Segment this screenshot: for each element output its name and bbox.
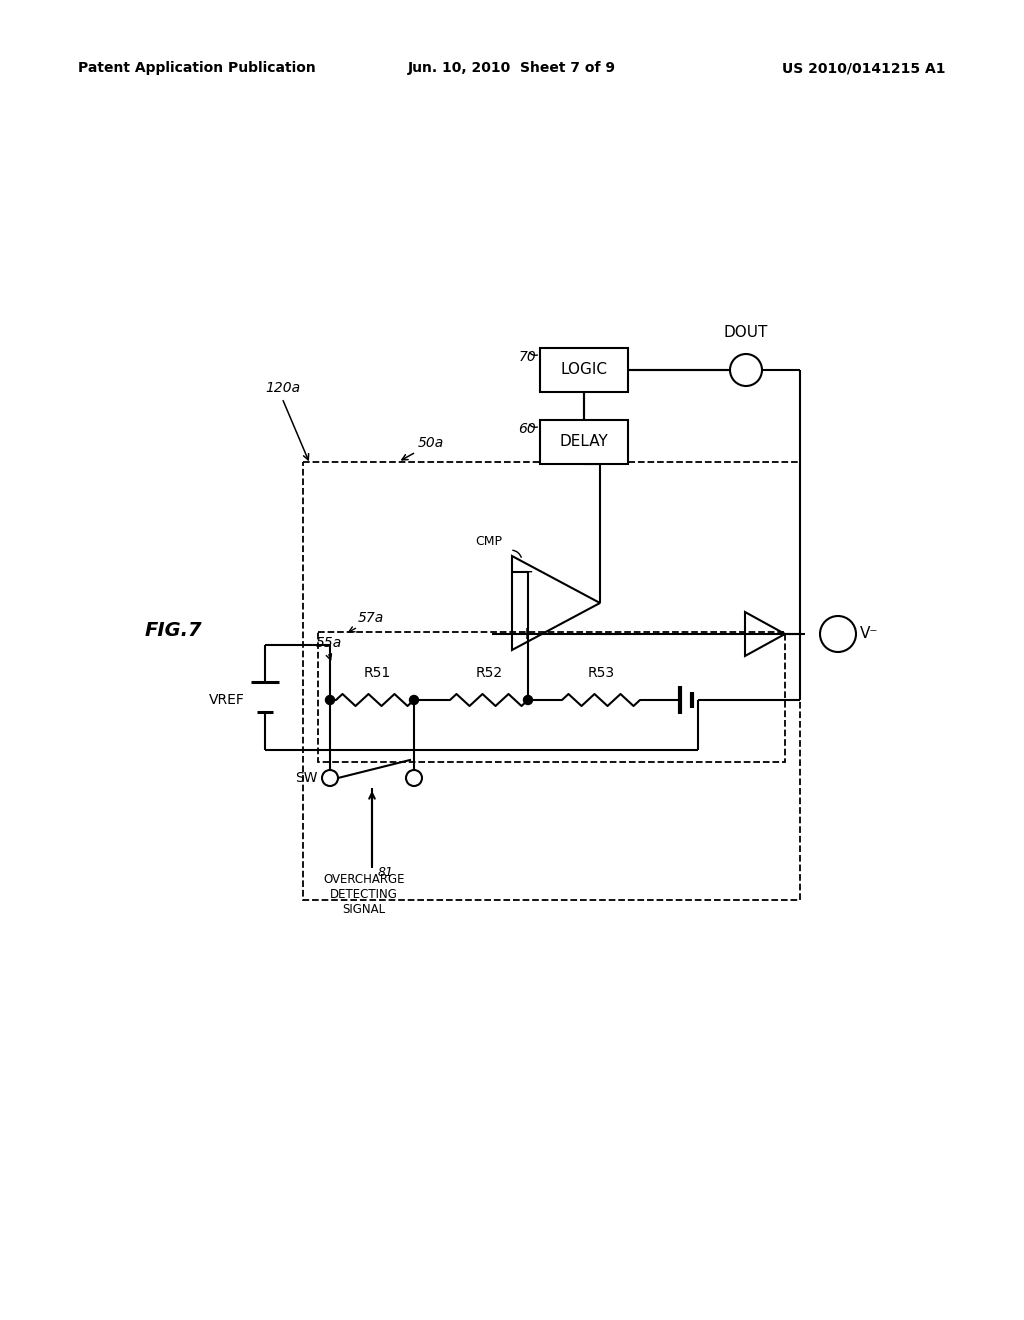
Text: 120a: 120a [265, 381, 300, 395]
Text: V⁻: V⁻ [860, 627, 879, 642]
Text: −: − [519, 564, 532, 581]
Text: R52: R52 [475, 667, 503, 680]
Text: R51: R51 [364, 667, 390, 680]
Text: LOGIC: LOGIC [560, 363, 607, 378]
Circle shape [820, 616, 856, 652]
Bar [540, 420, 628, 465]
Circle shape [410, 696, 419, 705]
Circle shape [326, 696, 335, 705]
Text: Patent Application Publication: Patent Application Publication [78, 61, 315, 75]
Circle shape [322, 770, 338, 785]
Circle shape [523, 696, 532, 705]
Text: FIG.7: FIG.7 [145, 620, 203, 639]
Text: +: + [519, 624, 532, 643]
Text: OVERCHARGE
DETECTING
SIGNAL: OVERCHARGE DETECTING SIGNAL [324, 873, 404, 916]
Text: 81: 81 [378, 866, 394, 879]
Text: SW: SW [296, 771, 318, 785]
Text: DELAY: DELAY [560, 434, 608, 450]
Bar [540, 348, 628, 392]
Text: US 2010/0141215 A1: US 2010/0141215 A1 [782, 61, 946, 75]
Text: CMP: CMP [475, 535, 502, 548]
Text: Jun. 10, 2010  Sheet 7 of 9: Jun. 10, 2010 Sheet 7 of 9 [408, 61, 616, 75]
Text: 55a: 55a [316, 636, 342, 649]
Text: 60: 60 [518, 422, 536, 436]
Text: 70: 70 [518, 350, 536, 364]
Text: DOUT: DOUT [724, 325, 768, 341]
Circle shape [730, 354, 762, 385]
Text: R53: R53 [588, 667, 614, 680]
Text: VREF: VREF [209, 693, 245, 708]
Text: 57a: 57a [358, 611, 384, 624]
Text: 50a: 50a [418, 436, 444, 450]
Circle shape [406, 770, 422, 785]
Bar [303, 462, 800, 900]
Bar [318, 632, 785, 762]
